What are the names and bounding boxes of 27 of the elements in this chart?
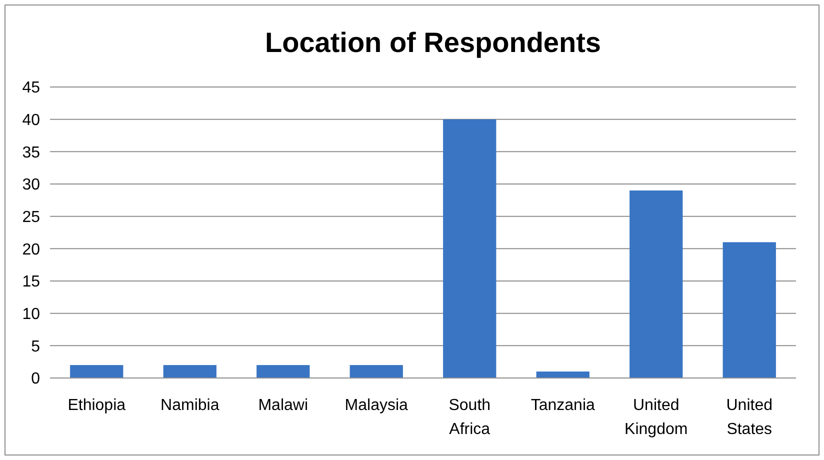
y-tick-label: 15 [22, 274, 40, 291]
bar [256, 365, 310, 378]
bar [536, 372, 590, 378]
y-tick-label: 30 [22, 176, 40, 194]
x-tick-label: Namibia [160, 397, 220, 414]
bar [722, 242, 776, 378]
y-tick-label: 45 [22, 80, 40, 97]
y-tick-label: 35 [22, 144, 40, 162]
y-tick-label: 10 [22, 306, 40, 323]
chart-title: Location of Respondents [265, 27, 601, 58]
x-tick-label: Tanzania [530, 397, 595, 414]
bar [443, 119, 496, 378]
y-tick-label: 25 [22, 208, 40, 226]
x-tick-label: Ethiopia [68, 397, 126, 414]
y-tick-label: 40 [22, 112, 40, 129]
x-tick-label: United States [726, 397, 772, 438]
x-tick-label: South Africa [448, 397, 491, 438]
x-tick-label: Malawi [258, 397, 308, 414]
bar [630, 190, 683, 378]
bar [70, 365, 124, 378]
y-tick-label: 20 [22, 241, 40, 258]
bar [350, 365, 403, 378]
bar [163, 365, 216, 378]
x-tick-label: United Kingdom [624, 397, 688, 438]
y-tick-label: 5 [31, 338, 40, 356]
x-tick-label: Malaysia [344, 397, 408, 414]
y-tick-label: 0 [31, 370, 40, 388]
